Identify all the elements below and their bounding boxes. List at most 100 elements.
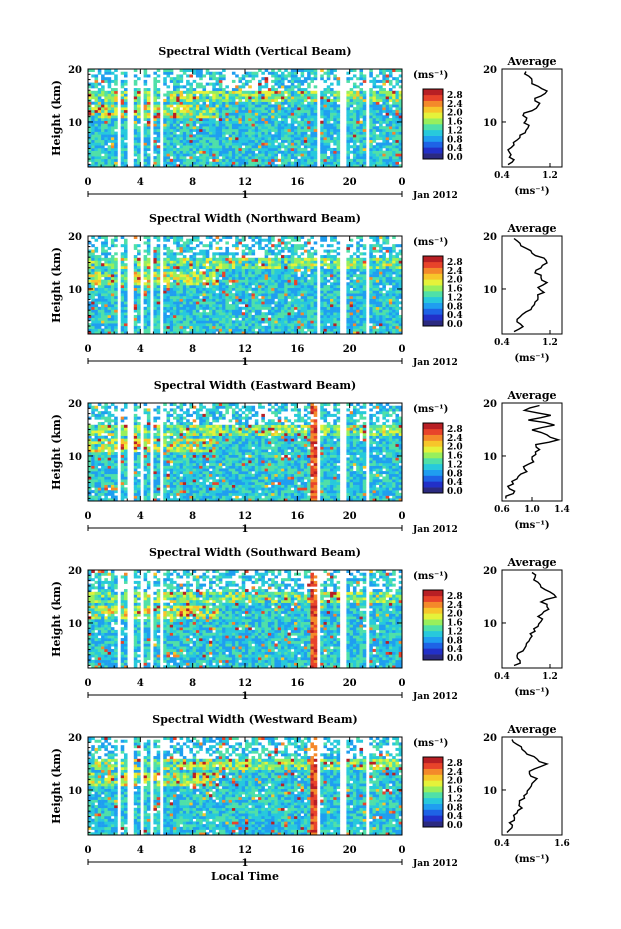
heatmap-cell xyxy=(173,96,177,100)
heatmap-cell xyxy=(179,85,184,89)
heatmap-cell xyxy=(120,156,125,160)
heatmap-cell xyxy=(222,257,226,261)
heatmap-cell xyxy=(176,328,180,332)
heatmap-cell xyxy=(264,252,269,256)
heatmap-cell xyxy=(245,260,249,264)
heatmap-cell xyxy=(107,276,112,280)
heatmap-cell xyxy=(248,263,252,267)
heatmap-cell xyxy=(94,271,99,275)
heatmap-cell xyxy=(326,74,331,78)
heatmap-cell xyxy=(231,79,236,83)
colorbar: 2.82.42.01.61.20.80.40.0 xyxy=(422,88,463,163)
heatmap-cell xyxy=(352,164,357,168)
heatmap-cell xyxy=(205,295,210,299)
heatmap-cell xyxy=(133,287,138,291)
heatmap-cell xyxy=(310,287,314,291)
heatmap-cell xyxy=(202,164,207,168)
heatmap-cell xyxy=(297,325,301,329)
heatmap-cell xyxy=(163,158,167,162)
heatmap-cell xyxy=(294,101,298,105)
heatmap-cell xyxy=(212,93,216,97)
heatmap-cell xyxy=(156,249,161,253)
heatmap-cell xyxy=(280,282,285,286)
heatmap-cell xyxy=(300,290,305,294)
heatmap-cell xyxy=(94,153,99,157)
heatmap-cell xyxy=(320,142,324,146)
heatmap-cell xyxy=(156,295,161,299)
heatmap-cell xyxy=(274,268,279,272)
heatmap-cell xyxy=(169,120,174,124)
heatmap-cell xyxy=(231,323,236,327)
heatmap-cell xyxy=(362,104,367,108)
heatmap-cell xyxy=(280,249,285,253)
heatmap-cell xyxy=(166,71,171,75)
heatmap-cell xyxy=(91,236,95,240)
heatmap-cell xyxy=(271,112,275,116)
heatmap-cell xyxy=(251,293,256,297)
heatmap-cell xyxy=(300,126,305,130)
heatmap-cell xyxy=(307,128,311,132)
heatmap-cell xyxy=(297,309,301,313)
heatmap-cell xyxy=(330,131,334,135)
heatmap-cell xyxy=(245,93,249,97)
heatmap-cell xyxy=(104,120,108,124)
heatmap-cell xyxy=(330,285,334,289)
heatmap-cell xyxy=(169,123,174,127)
heatmap-cell xyxy=(166,301,171,305)
heatmap-cell xyxy=(245,257,249,261)
heatmap-cell xyxy=(192,255,197,259)
heatmap-cell xyxy=(222,90,226,94)
heatmap-cell xyxy=(153,85,157,89)
heatmap-cell xyxy=(300,323,305,327)
heatmap-cell xyxy=(120,290,125,294)
heatmap-cell xyxy=(228,290,233,294)
heatmap-cell xyxy=(212,156,216,160)
heatmap-cell xyxy=(303,312,308,316)
heatmap-cell xyxy=(274,287,279,291)
heatmap-cell xyxy=(123,115,128,119)
heatmap-cell xyxy=(254,285,259,289)
heatmap-cell xyxy=(202,312,207,316)
heatmap-cell xyxy=(369,158,373,162)
heatmap-cell xyxy=(352,120,357,124)
heatmap-cell xyxy=(137,257,141,261)
heatmap-cell xyxy=(110,79,115,83)
heatmap-cell xyxy=(91,85,95,89)
heatmap-cell xyxy=(107,93,112,97)
heatmap-cell xyxy=(372,164,377,168)
heatmap-cell xyxy=(182,314,187,318)
heatmap-cell xyxy=(199,104,203,108)
heatmap-cell xyxy=(235,115,239,119)
heatmap-cell xyxy=(362,139,367,143)
heatmap-cell xyxy=(274,115,279,119)
heatmap-cell xyxy=(264,104,269,108)
heatmap-cell xyxy=(166,123,171,127)
heatmap-cell xyxy=(290,320,295,324)
heatmap-cell xyxy=(212,323,216,327)
heatmap-cell xyxy=(218,123,223,127)
heatmap-cell xyxy=(173,268,177,272)
heatmap-cell xyxy=(97,93,102,97)
heatmap-cell xyxy=(287,328,292,332)
heatmap-cell xyxy=(114,96,118,100)
heatmap-cell xyxy=(97,317,102,321)
heatmap-cell xyxy=(143,331,148,335)
heatmap-cell xyxy=(143,150,148,154)
heatmap-cell xyxy=(123,331,128,335)
heatmap-cell xyxy=(359,71,364,75)
heatmap-cell xyxy=(179,98,184,102)
heatmap-cell xyxy=(290,285,295,289)
heatmap-cell xyxy=(375,85,380,89)
profile-y-tick-label: 20 xyxy=(483,65,497,76)
heatmap-cell xyxy=(261,320,265,324)
heatmap-cell xyxy=(264,282,269,286)
heatmap-cell xyxy=(146,263,151,267)
heatmap-cell xyxy=(264,331,269,335)
heatmap-cell xyxy=(212,317,216,321)
heatmap-cell xyxy=(173,85,177,89)
heatmap-cell xyxy=(195,276,200,280)
heatmap-cell xyxy=(369,104,373,108)
heatmap-cell xyxy=(267,241,272,245)
heatmap-cell xyxy=(228,252,233,256)
heatmap-cell xyxy=(212,150,216,154)
